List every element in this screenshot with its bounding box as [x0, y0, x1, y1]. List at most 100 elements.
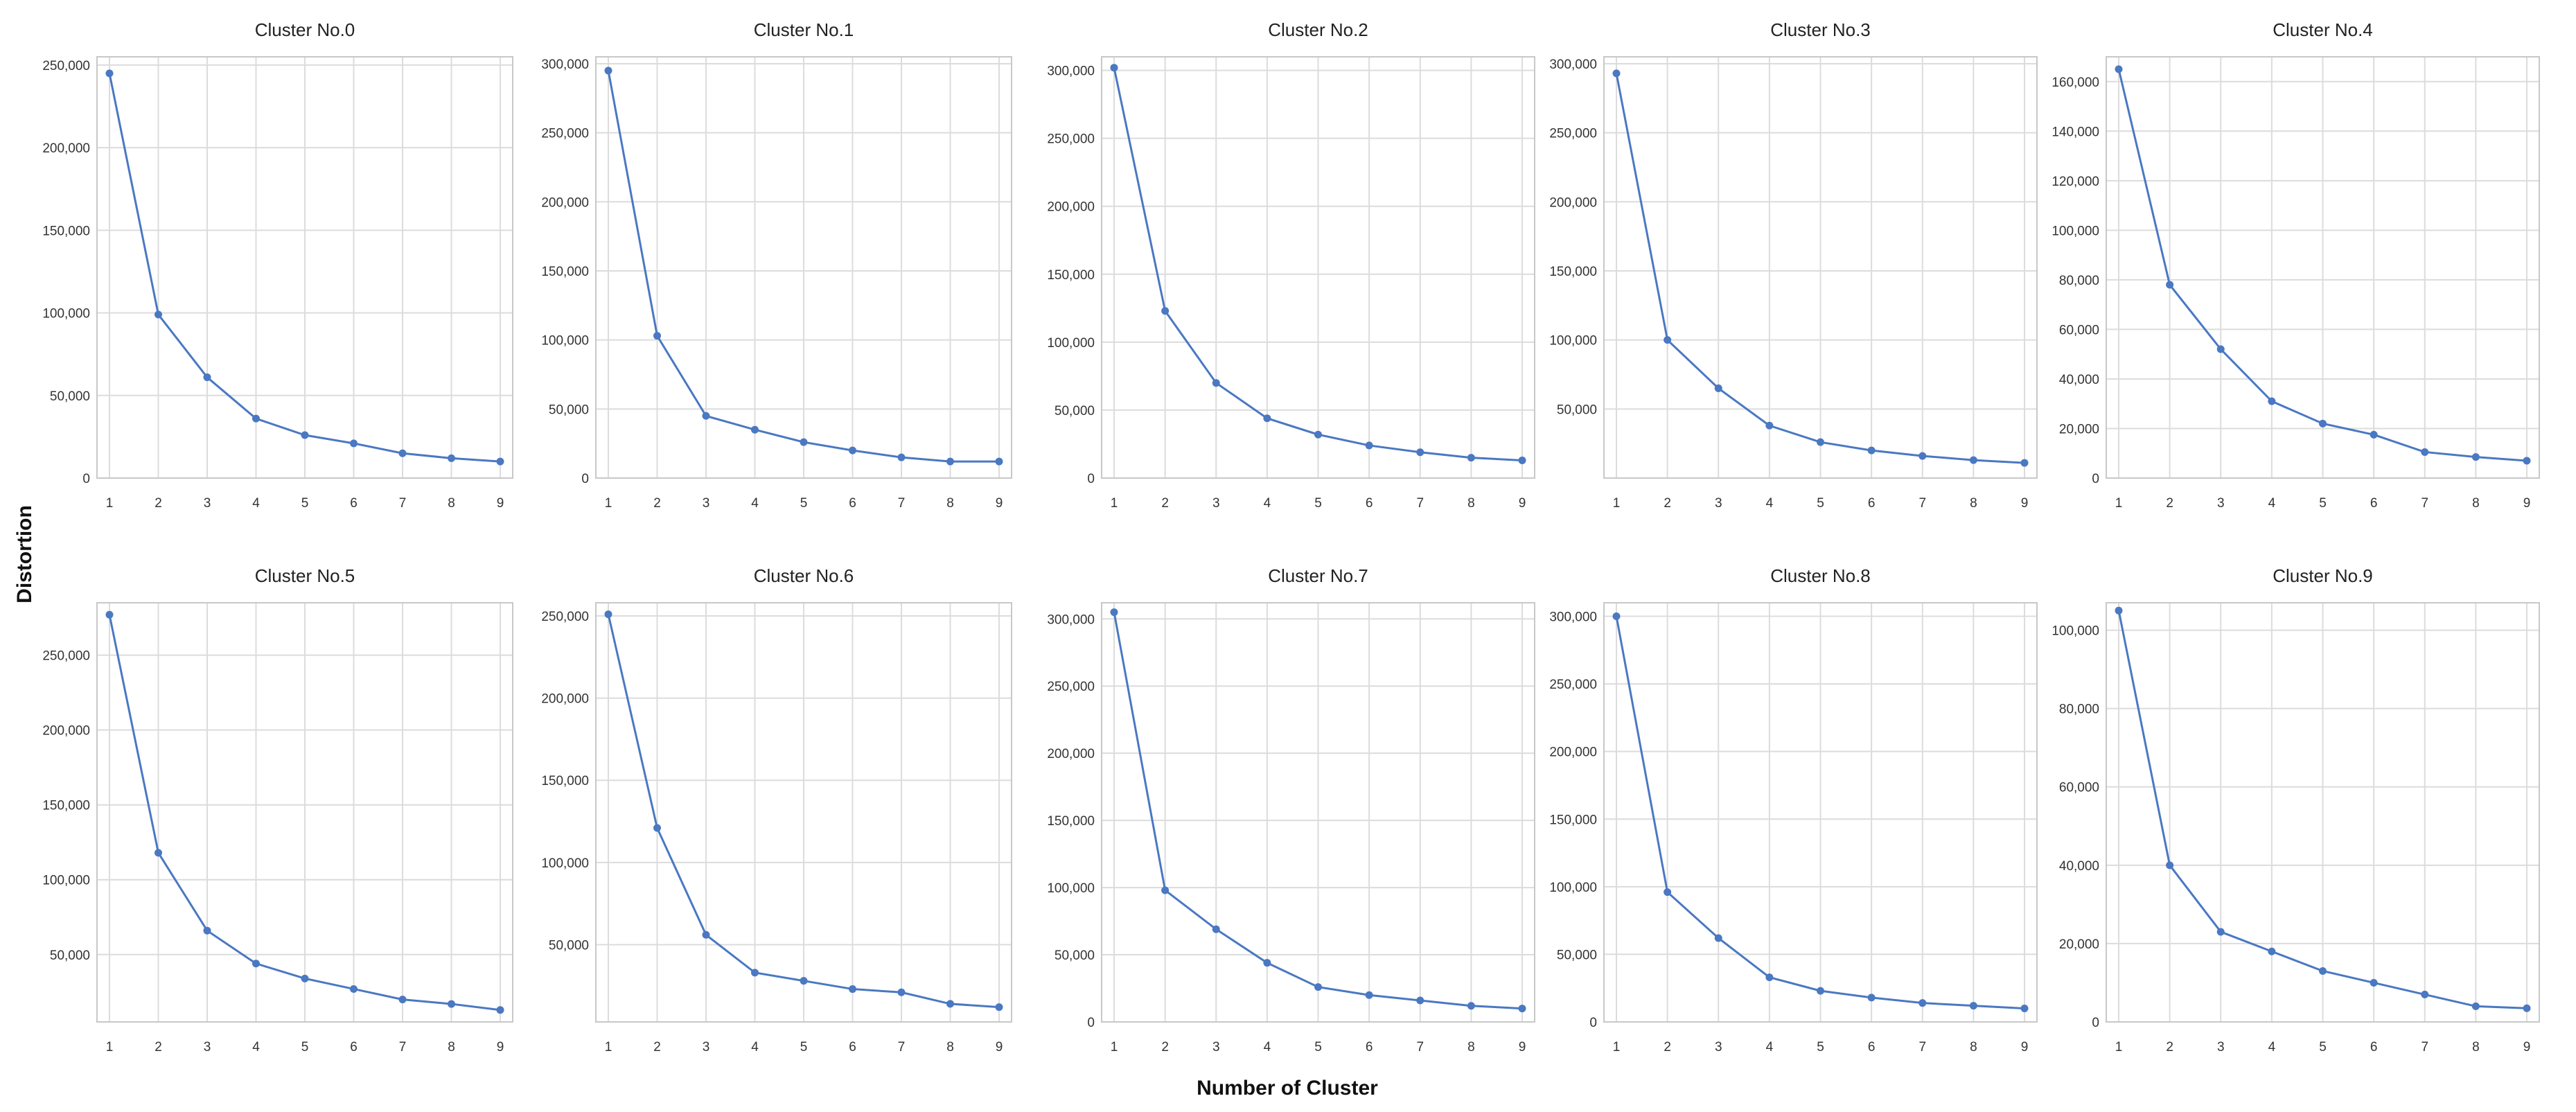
data-point	[604, 610, 612, 619]
data-point	[897, 453, 906, 461]
x-tick-label: 1	[2115, 496, 2123, 511]
data-point	[105, 610, 114, 619]
x-tick-label: 8	[2472, 1040, 2480, 1054]
data-point	[1867, 446, 1876, 454]
data-point	[1110, 64, 1118, 72]
y-tick-label: 50,000	[1055, 404, 1095, 418]
data-point	[2471, 453, 2480, 461]
y-tick-label: 100,000	[1047, 336, 1095, 351]
x-tick-label: 5	[301, 496, 309, 511]
chart-title: Cluster No.2	[1268, 19, 1368, 40]
y-tick-label: 100,000	[1549, 881, 1597, 895]
data-point	[849, 446, 856, 454]
y-tick-label: 300,000	[541, 58, 589, 72]
data-point	[1263, 959, 1271, 967]
cluster-chart-4: Cluster No.4 0 20,000 40,000 60,000 80,000 100…	[2052, 19, 2540, 511]
y-tick-label: 100,000	[2052, 224, 2099, 238]
plot-frame	[1101, 602, 1535, 1023]
x-tick-label: 2	[155, 496, 162, 511]
data-point	[1518, 457, 1526, 465]
y-tick-label: 140,000	[2052, 125, 2099, 139]
x-tick-label: 9	[996, 496, 1003, 511]
plot-frame	[1603, 602, 2038, 1023]
data-point	[897, 988, 906, 996]
y-tick-label: 250,000	[42, 649, 90, 664]
x-tick-label: 5	[1817, 496, 1824, 511]
x-tick-label: 7	[1918, 496, 1926, 511]
data-point	[751, 969, 759, 977]
x-tick-label: 6	[1366, 496, 1373, 511]
data-point	[2319, 967, 2327, 975]
x-tick-label: 1	[605, 496, 612, 511]
data-point	[448, 1000, 455, 1008]
x-tick-label: 4	[1766, 496, 1774, 511]
x-tick-label: 6	[849, 1040, 856, 1054]
data-point	[1518, 1005, 1526, 1013]
data-point	[2020, 1004, 2029, 1012]
y-tick-label: 160,000	[2052, 76, 2099, 90]
chart-title: Cluster No.3	[1770, 19, 1871, 40]
x-tick-label: 2	[155, 1040, 162, 1054]
data-point	[1664, 336, 1672, 344]
x-tick-label: 3	[703, 496, 710, 511]
data-point	[496, 457, 504, 466]
y-tick-label: 200,000	[541, 195, 589, 210]
y-tick-label: 200,000	[1549, 195, 1597, 210]
chart-title: Cluster No.6	[754, 565, 854, 586]
data-point	[2166, 861, 2174, 870]
x-tick-label: 9	[497, 496, 504, 511]
x-tick-label: 3	[1715, 1040, 1722, 1054]
x-tick-label: 4	[1264, 1040, 1271, 1054]
y-tick-label: 0	[1087, 472, 1095, 486]
x-tick-label: 8	[1467, 1040, 1475, 1054]
data-point	[2216, 928, 2225, 936]
y-tick-label: 150,000	[42, 224, 90, 238]
y-tick-label: 150,000	[541, 774, 589, 788]
y-tick-label: 0	[1087, 1016, 1095, 1030]
y-tick-label: 200,000	[42, 141, 90, 156]
x-tick-label: 6	[2370, 496, 2378, 511]
x-tick-label: 5	[301, 1040, 309, 1054]
x-tick-label: 8	[1970, 1040, 1977, 1054]
data-point	[1365, 991, 1373, 999]
data-point	[155, 310, 162, 319]
data-point	[995, 1003, 1003, 1012]
x-tick-label: 6	[350, 496, 358, 511]
x-tick-label: 1	[1613, 496, 1621, 511]
y-tick-label: 250,000	[42, 59, 90, 73]
x-tick-label: 8	[946, 1040, 954, 1054]
data-point	[1263, 414, 1271, 423]
y-tick-label: 0	[1589, 1016, 1597, 1030]
y-tick-label: 50,000	[1055, 948, 1095, 963]
y-tick-label: 50,000	[1557, 403, 1597, 417]
data-point	[1416, 448, 1424, 457]
x-tick-label: 8	[1467, 496, 1475, 511]
x-tick-label: 7	[1416, 496, 1424, 511]
panels-group: Cluster No.0050,000100,000150,000200,000…	[42, 19, 2540, 1054]
x-tick-label: 9	[2523, 496, 2531, 511]
chart-title: Cluster No.1	[754, 19, 854, 40]
y-tick-label: 250,000	[1549, 678, 1597, 692]
x-tick-label: 6	[350, 1040, 358, 1054]
x-tick-label: 4	[751, 1040, 759, 1054]
plot-frame	[2106, 602, 2540, 1023]
y-tick-label: 40,000	[2059, 373, 2099, 387]
x-tick-label: 7	[1416, 1040, 1424, 1054]
y-tick-label: 100,000	[541, 856, 589, 871]
x-tick-label: 2	[2166, 1040, 2173, 1054]
y-tick-label: 0	[2092, 472, 2099, 486]
x-tick-label: 7	[1918, 1040, 1926, 1054]
y-tick-label: 200,000	[42, 724, 90, 739]
data-point	[2421, 448, 2429, 456]
y-tick-label: 300,000	[1047, 64, 1095, 79]
y-tick-label: 20,000	[2059, 937, 2099, 952]
x-tick-label: 4	[2268, 496, 2276, 511]
x-tick-label: 5	[2319, 1040, 2327, 1054]
y-tick-label: 100,000	[2052, 624, 2099, 639]
data-point	[1817, 987, 1824, 995]
plot-frame	[1101, 56, 1535, 479]
data-point	[849, 985, 856, 994]
x-tick-label: 3	[2217, 496, 2225, 511]
y-tick-label: 0	[2092, 1016, 2099, 1030]
cluster-chart-0: Cluster No.0 0 50,000 100,000 150,000 200,000…	[42, 19, 513, 511]
